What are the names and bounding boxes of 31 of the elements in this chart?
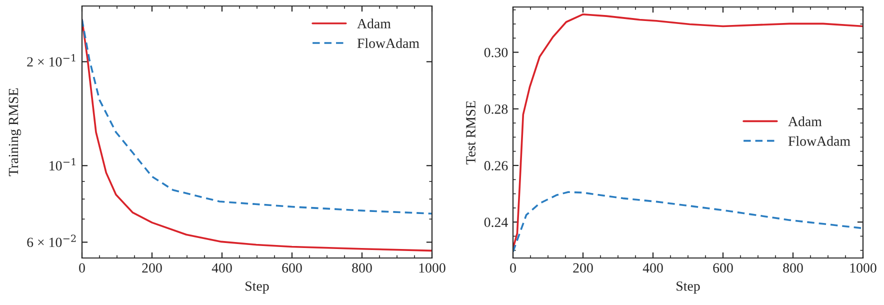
x-tick-label: 600 (713, 263, 733, 273)
y-tick-label: 6 × 10$^{−2}$ (27, 234, 76, 248)
legend-label: FlowAdam (357, 38, 420, 48)
y-axis-title: Training RMSE (8, 88, 22, 176)
x-tick-label: 1000 (419, 263, 446, 273)
line-series (82, 18, 432, 252)
x-tick-label: 400 (642, 263, 663, 273)
y-axis-title: Test RMSE (466, 101, 476, 164)
x-tick-label: 400 (212, 263, 232, 273)
line-series (513, 13, 863, 250)
x-tick-label: 800 (783, 263, 803, 273)
y-tick-label: 0.30 (484, 48, 508, 58)
line-series (82, 18, 432, 215)
y-tick-label: 0.26 (484, 161, 508, 170)
legend-label: FlowAdam (788, 136, 850, 146)
x-tick-label: 0 (510, 263, 516, 273)
x-axis-title: Step (246, 281, 269, 294)
y-tick-label: 0.24 (484, 218, 508, 228)
x-tick-label: 200 (142, 263, 162, 273)
y-tick-label: 0.28 (484, 104, 508, 114)
x-tick-label: 800 (352, 263, 372, 273)
line-series (513, 191, 863, 253)
x-tick-label: 1000 (850, 263, 876, 273)
legend-label: Adam (788, 116, 822, 126)
y-tick-label: 10$^{−1}$ (50, 158, 76, 170)
y-tick-label: 2 × 10$^{−1}$ (27, 54, 76, 67)
x-tick-label: 200 (573, 263, 593, 273)
legend-label: Adam (357, 18, 391, 28)
x-tick-label: 600 (282, 263, 302, 273)
x-axis-title: Step (676, 281, 700, 294)
x-tick-label: 0 (79, 263, 85, 273)
